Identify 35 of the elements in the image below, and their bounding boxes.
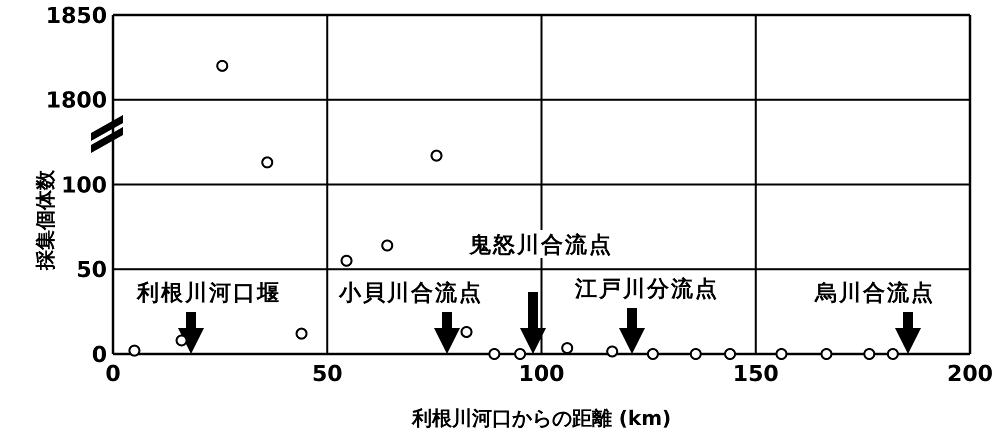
y-tick-label: 50 [76,258,107,284]
point [296,328,308,340]
point [646,348,659,360]
point [863,348,876,360]
annotation: 利根川河口堰 [136,281,281,306]
x-tick-label: 200 [947,362,993,387]
annotation: 鬼怒川合流点 [468,232,613,258]
point [514,348,526,360]
point [430,150,443,162]
point [724,348,736,360]
point [886,348,899,360]
y-tick-label: 1850 [46,4,107,29]
y-tick-label: 1800 [46,88,107,114]
annotation: 烏川合流点 [814,280,935,306]
x-tick-label: 150 [732,362,779,387]
point [775,348,788,360]
y-tick-label: 0 [92,343,107,368]
point [820,348,832,360]
point [690,348,702,360]
point [561,342,574,354]
y-tick-label: 100 [61,173,107,198]
point [488,348,500,360]
point [340,254,353,267]
point [176,334,188,346]
x-axis-title: 利根川河口からの距離 (km) [410,406,672,430]
x-tick-label: 50 [312,362,343,387]
point [460,326,473,338]
point [261,156,274,168]
point [128,344,140,357]
y-axis-title: 採集個体数 [33,169,57,271]
annotation: 小貝川合流点 [338,280,483,306]
annotation: 江戸川分流点 [574,276,719,302]
point [606,345,618,358]
point [381,240,394,252]
x-tick-label: 100 [518,362,564,387]
